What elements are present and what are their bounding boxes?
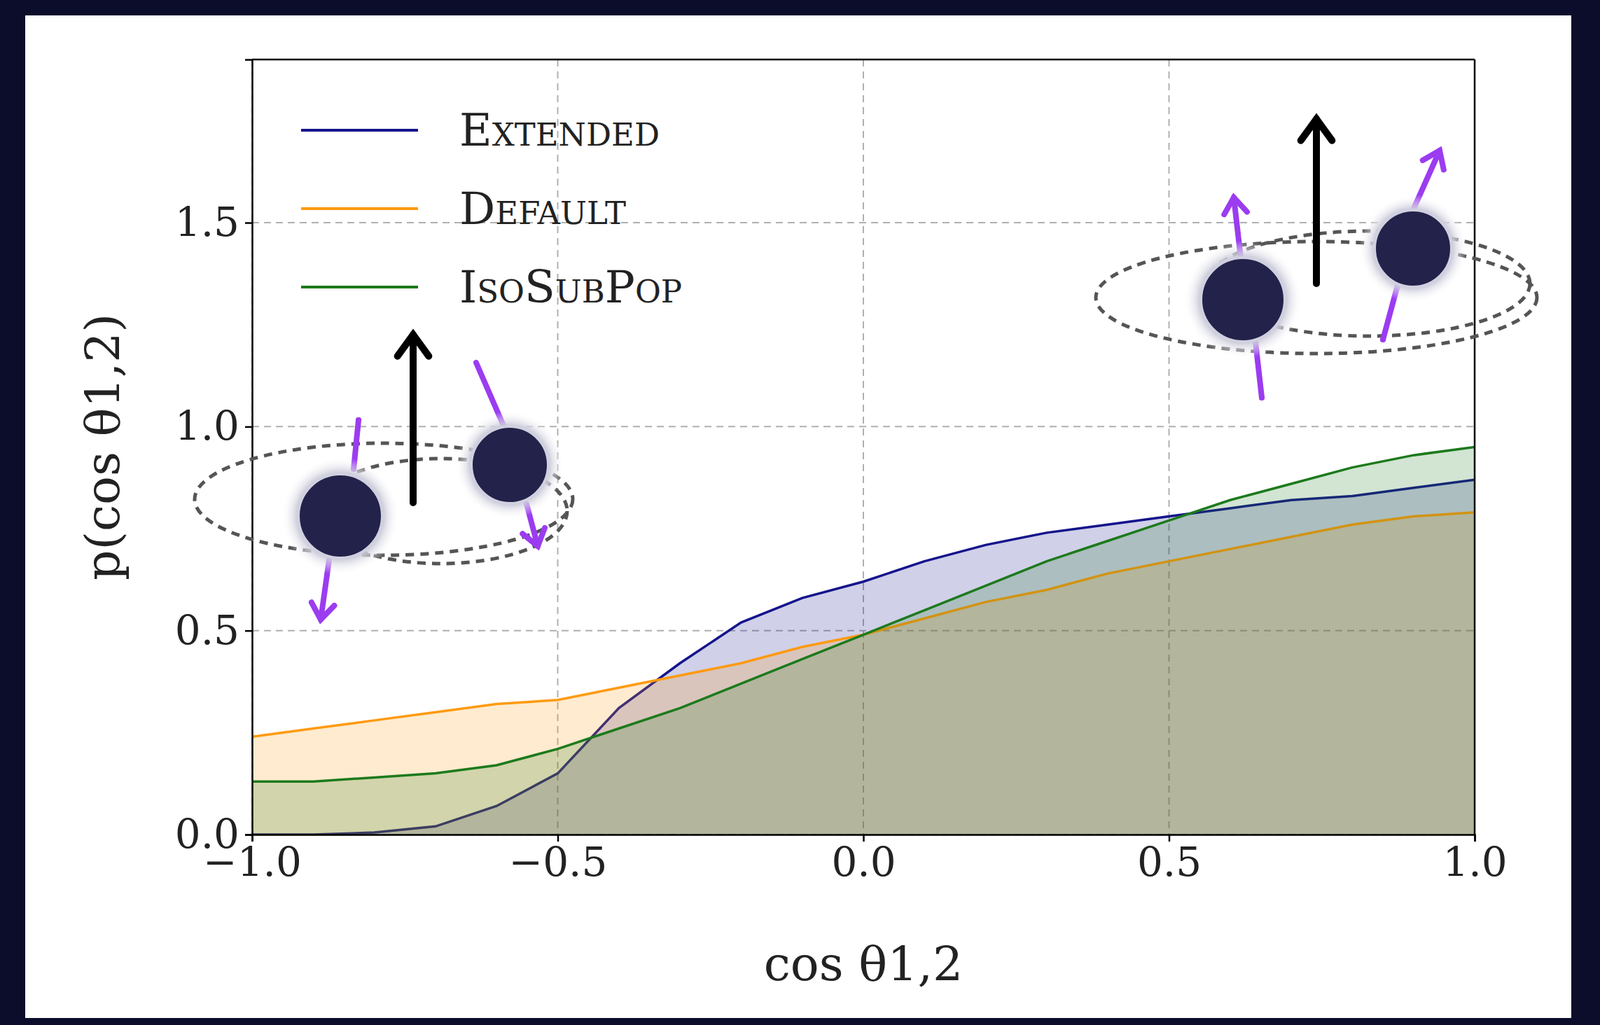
tick: 1.0 — [175, 401, 253, 450]
plot-area — [252, 447, 1475, 836]
axis-line — [245, 60, 253, 836]
tick-mark — [245, 221, 253, 225]
line — [252, 447, 1475, 783]
black-hole — [1374, 210, 1452, 288]
grid-line — [252, 425, 1475, 428]
black-hole — [1184, 240, 1302, 359]
tick: 1.0 — [1442, 834, 1507, 886]
tick: 0.0 — [175, 810, 253, 858]
arrow-head — [522, 527, 545, 547]
legend: Extended Default IsoSubPop — [301, 104, 683, 313]
legend-swatch — [301, 128, 419, 132]
tick-mark — [245, 426, 253, 429]
black-hole — [298, 474, 383, 559]
tick: −0.5 — [509, 834, 608, 886]
tick: 0.5 — [175, 606, 253, 655]
tick: 0.5 — [1137, 834, 1202, 886]
tick-label: 0.5 — [1137, 838, 1202, 886]
tick: 0.0 — [831, 834, 896, 886]
illustration — [194, 119, 1537, 620]
legend-label: Extended — [459, 104, 660, 157]
x-axis-title: cos θ1,2 — [763, 936, 964, 992]
black-hole — [455, 411, 564, 519]
grid — [252, 59, 1475, 835]
grid-line — [252, 221, 1475, 224]
arrow — [1312, 119, 1320, 284]
arrow-head — [1301, 119, 1333, 141]
tick-label: 1.0 — [175, 401, 240, 450]
tick-mark — [245, 630, 253, 633]
black-hole — [1359, 194, 1467, 303]
arrow-head — [1223, 197, 1248, 215]
background — [0, 0, 1600, 1025]
tick-mark — [245, 833, 253, 837]
legend-label: Default — [459, 182, 626, 235]
frame — [1473, 59, 1477, 835]
black-hole — [471, 426, 549, 504]
y-axis: 0.0 0.5 1.0 1.5 — [175, 60, 253, 859]
chart: −1.0−0.50.00.51.00.00.51.01.5cos θ1,2p(c… — [0, 0, 1600, 1025]
tick: 1.5 — [175, 198, 253, 246]
legend-label: IsoSubPop — [459, 261, 683, 313]
tick-label: 0.5 — [175, 606, 240, 655]
black-hole — [1200, 257, 1285, 342]
tick-label: 1.0 — [1442, 838, 1507, 886]
panel — [25, 15, 1572, 1019]
black-hole — [281, 457, 400, 575]
y-axis-title: p(cos θ1,2) — [74, 313, 131, 581]
arrow-head — [1422, 150, 1444, 170]
legend-swatch — [301, 207, 419, 211]
tick-label: −0.5 — [509, 838, 608, 886]
legend-swatch — [301, 285, 419, 289]
arrow — [409, 334, 417, 503]
tick-label: 0.0 — [175, 810, 240, 858]
x-axis: −1.0−0.50.00.51.0 — [203, 834, 1508, 886]
tick-label: 0.0 — [831, 838, 896, 886]
frame — [252, 58, 1475, 61]
arrow-head — [397, 334, 430, 357]
tick-label: 1.5 — [175, 198, 240, 246]
grid-line — [1473, 59, 1476, 835]
area — [252, 447, 1475, 836]
arrow-head — [311, 602, 335, 620]
